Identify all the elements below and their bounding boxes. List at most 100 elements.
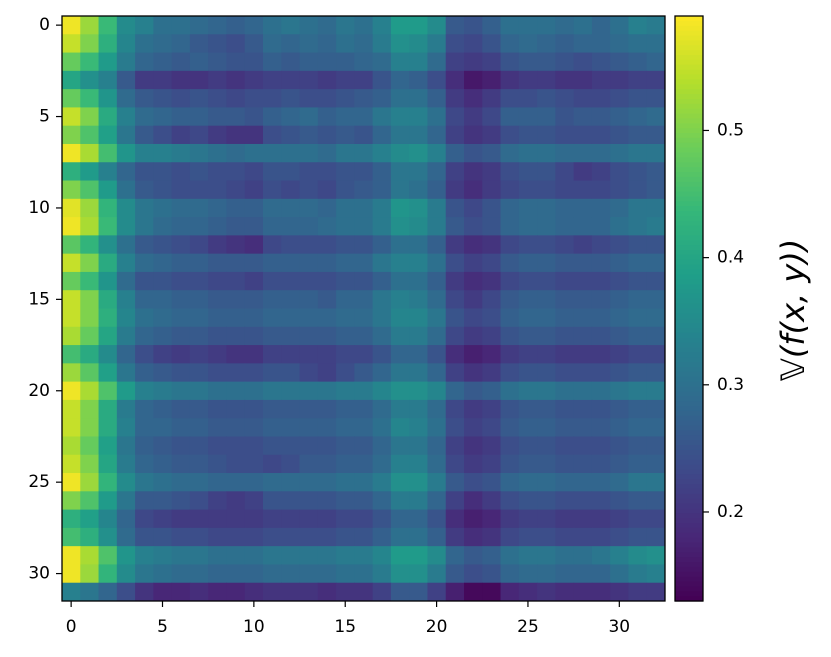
heatmap-cell [116, 418, 136, 437]
heatmap-cell [354, 217, 374, 236]
heatmap-cell [336, 308, 355, 328]
heatmap-cell [628, 527, 648, 547]
heatmap-cell [116, 143, 136, 163]
heatmap-cell [317, 509, 337, 529]
colorbar-segment [675, 274, 703, 280]
heatmap-cell [464, 308, 483, 328]
heatmap-cell [445, 107, 465, 127]
heatmap-cell [62, 345, 81, 364]
heatmap-cell [591, 253, 611, 273]
heatmap-cell [610, 52, 629, 72]
heatmap-cell [263, 509, 282, 529]
heatmap-cell [317, 271, 337, 291]
heatmap-cell [80, 527, 100, 547]
heatmap-cell [263, 125, 282, 145]
heatmap-cell [628, 217, 648, 236]
heatmap-cell [518, 290, 538, 309]
heatmap-cell [610, 473, 629, 492]
heatmap-cell [372, 70, 392, 90]
heatmap-cell [464, 217, 483, 236]
heatmap-cell [482, 89, 502, 108]
heatmap-cell [281, 70, 301, 90]
heatmap-cell [372, 527, 392, 547]
colorbar-segment [675, 45, 703, 51]
heatmap-cell [135, 399, 154, 419]
heatmap-cell [409, 162, 428, 182]
heatmap-cell [189, 564, 209, 584]
heatmap-cell [427, 473, 447, 492]
heatmap-cell [135, 491, 154, 511]
heatmap-cell [226, 381, 246, 401]
heatmap-cell [263, 308, 282, 328]
heatmap-cell [500, 198, 520, 218]
heatmap-cell [646, 180, 666, 200]
heatmap-cell [299, 527, 319, 547]
heatmap-cell [409, 473, 428, 492]
heatmap-cell [116, 326, 136, 346]
heatmap-cell [135, 582, 154, 602]
heatmap-cell [98, 34, 118, 54]
heatmap-cell [336, 253, 355, 273]
colorbar-segment [675, 240, 703, 246]
heatmap-cell [98, 89, 118, 108]
heatmap-cell [62, 527, 81, 547]
heatmap-cell [555, 143, 575, 163]
heatmap-cell [171, 363, 191, 383]
heatmap-cell [244, 546, 264, 565]
heatmap-cell [299, 16, 319, 35]
colorbar-segment [675, 284, 703, 290]
heatmap-cell [281, 564, 301, 584]
colorbar-segment [675, 323, 703, 329]
heatmap-cell [153, 363, 173, 383]
heatmap-cell [537, 143, 556, 163]
heatmap-cell [464, 198, 483, 218]
heatmap-cell [427, 89, 447, 108]
heatmap-cell [445, 546, 465, 565]
heatmap-cell [409, 399, 428, 419]
heatmap-cell [610, 436, 629, 456]
heatmap-cell [500, 180, 520, 200]
heatmap-cell [244, 491, 264, 511]
heatmap-cell [226, 180, 246, 200]
heatmap-cell [555, 418, 575, 437]
heatmap-cell [98, 436, 118, 456]
heatmap-cell [80, 125, 100, 145]
heatmap-cell [610, 143, 629, 163]
heatmap-cell [153, 473, 173, 492]
heatmap-cell [354, 162, 374, 182]
heatmap-cell [445, 198, 465, 218]
heatmap-cell [135, 326, 154, 346]
heatmap-cell [80, 217, 100, 236]
heatmap-cell [500, 381, 520, 401]
heatmap-cell [518, 345, 538, 364]
heatmap-cell [208, 180, 227, 200]
heatmap-cell [171, 180, 191, 200]
heatmap-cell [628, 143, 648, 163]
heatmap-cell [537, 89, 556, 108]
colorbar-segment [675, 332, 703, 339]
heatmap-cell [281, 454, 301, 474]
heatmap-cell [372, 107, 392, 127]
heatmap-cell [646, 162, 666, 182]
heatmap-cell [244, 198, 264, 218]
heatmap-cell [135, 217, 154, 236]
heatmap-cell [336, 436, 355, 456]
heatmap-cell [537, 418, 556, 437]
heatmap-cell [390, 16, 410, 35]
heatmap-cell [281, 418, 301, 437]
heatmap-cell [372, 491, 392, 511]
heatmap-cell [445, 70, 465, 90]
heatmap-cell [208, 345, 227, 364]
heatmap-cell [610, 70, 629, 90]
heatmap-cell [171, 491, 191, 511]
heatmap-cell [464, 290, 483, 309]
heatmap-cell [445, 89, 465, 108]
heatmap-cell [299, 34, 319, 54]
heatmap-cell [610, 107, 629, 127]
heatmap-cell [628, 308, 648, 328]
heatmap-cell [135, 290, 154, 309]
heatmap-cell [518, 527, 538, 547]
heatmap-cell [427, 308, 447, 328]
heatmap-cell [189, 399, 209, 419]
heatmap-cell [80, 473, 100, 492]
